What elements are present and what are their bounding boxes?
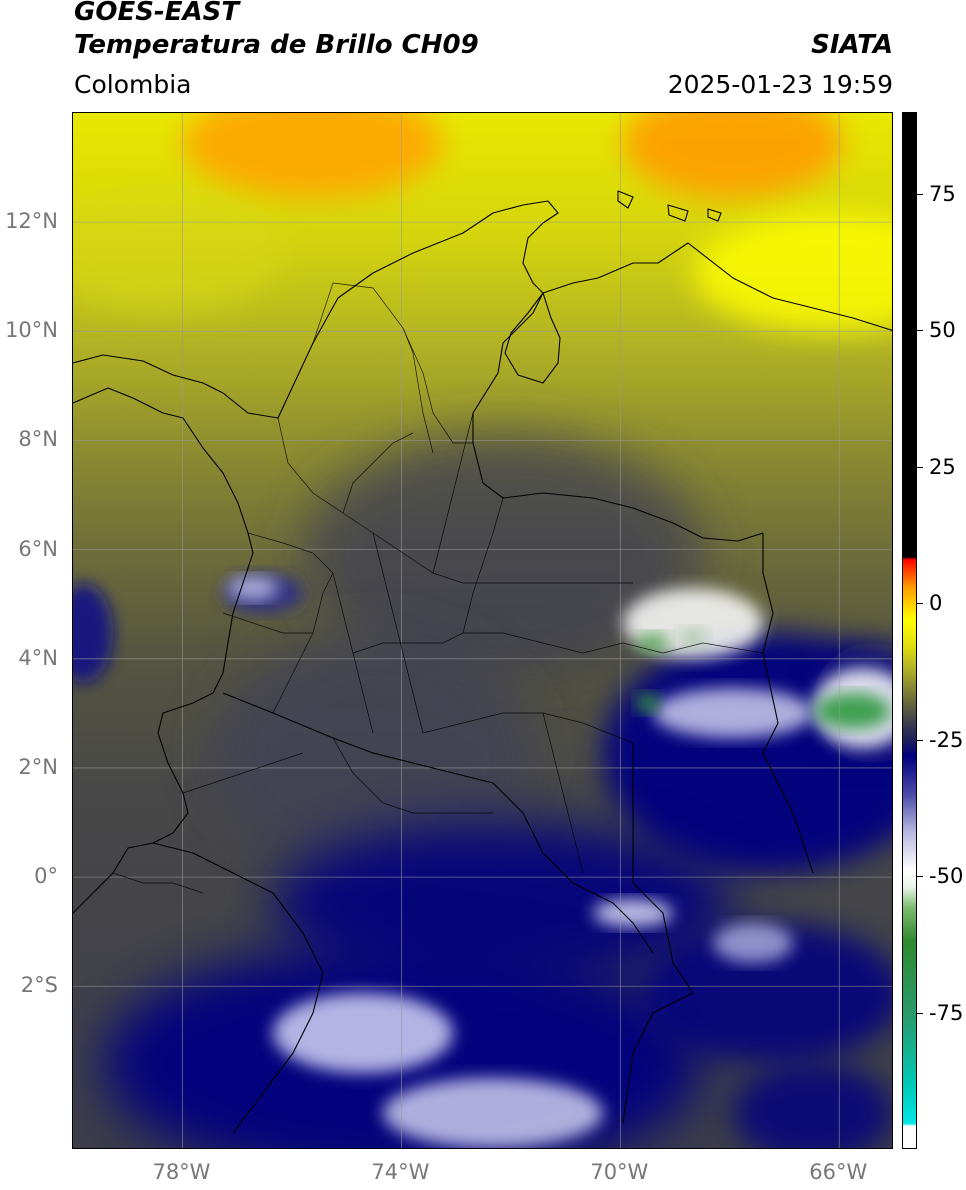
island-1 [617,190,634,209]
lat-tick-label: 12°N [5,209,58,234]
cloud-field [73,113,892,1148]
title-line-1: GOES-EAST [74,0,240,27]
lat-tick-label: 8°N [18,427,58,452]
colorbar [902,112,917,1149]
map-canvas [73,113,892,1148]
lon-tick-label: 70°W [590,1160,649,1184]
ecuador-peru-border [152,842,324,1134]
lake-maracaibo [504,292,561,384]
colorbar-tick-mark [917,330,923,332]
colorbar-tick-label: 50 [929,318,956,343]
colombia-brazil-border [622,743,694,1124]
lon-tick-label: 74°W [371,1160,430,1184]
timestamp: 2025-01-23 19:59 [667,70,893,99]
island-3 [707,208,722,222]
colorbar-tick-label: -25 [929,727,964,752]
caribbean-coast [73,200,892,419]
pacific-coast [73,387,254,914]
island-2 [667,204,689,222]
title-line-2: Temperatura de Brillo CH09 [74,30,479,60]
colorbar-tick-mark [917,603,923,605]
colombia-venezuela-border [472,292,814,874]
lat-tick-label: 4°N [18,645,58,670]
colorbar-tick-label: -75 [929,1000,964,1025]
satellite-map[interactable] [72,112,893,1149]
colorbar-tick-mark [917,1012,923,1014]
lat-tick-label: 10°N [5,318,58,343]
colorbar-tick-label: 25 [929,454,956,479]
colorbar-tick-mark [917,193,923,195]
lon-tick-label: 66°W [809,1160,868,1184]
colorbar-tick-mark [917,739,923,741]
department-boundaries [112,282,764,894]
colorbar-tick-mark [917,466,923,468]
colorbar-tick-label: -50 [929,864,964,889]
brand-label: SIATA [811,30,893,60]
lat-tick-label: 6°N [18,536,58,561]
graticule [73,113,892,1148]
colorbar-tick-label: 0 [929,591,943,616]
lat-tick-label: 2°N [18,754,58,779]
region-label: Colombia [74,70,192,99]
lat-tick-label: 2°S [20,973,58,998]
borders [73,190,892,1134]
colorbar-tick-mark [917,876,923,878]
lat-tick-label: 0° [34,864,58,889]
colorbar-tick-label: 75 [929,181,956,206]
lon-tick-label: 78°W [152,1160,211,1184]
